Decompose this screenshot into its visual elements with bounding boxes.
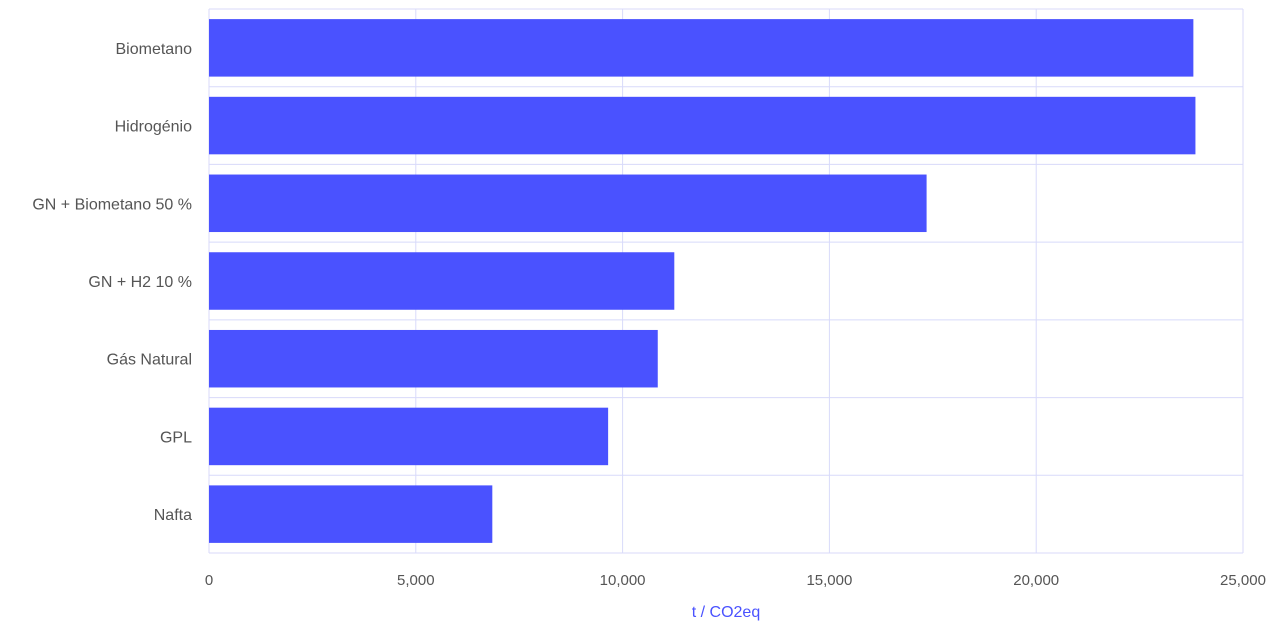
bar bbox=[209, 96, 1196, 155]
bar bbox=[209, 407, 609, 466]
category-label: GPL bbox=[160, 429, 192, 446]
x-axis-title: t / CO2eq bbox=[692, 604, 760, 621]
bar bbox=[209, 174, 927, 233]
bar bbox=[209, 485, 493, 543]
x-tick-label: 10,000 bbox=[600, 572, 646, 589]
x-tick-label: 15,000 bbox=[806, 572, 852, 589]
category-label: GN + H2 10 % bbox=[88, 274, 192, 291]
x-tick-label: 5,000 bbox=[397, 572, 435, 589]
bar-layer bbox=[209, 19, 1196, 543]
x-tick-labels: 0 5,000 10,000 15,000 20,000 25,000 bbox=[205, 572, 1266, 589]
category-label: Hidrogénio bbox=[115, 119, 192, 136]
x-tick-label: 25,000 bbox=[1220, 572, 1266, 589]
category-labels: Biometano Hidrogénio GN + Biometano 50 % GN… bbox=[32, 41, 192, 524]
bar bbox=[209, 19, 1194, 77]
category-label: Nafta bbox=[154, 507, 192, 524]
grid-layer bbox=[208, 8, 1244, 554]
category-label: Gás Natural bbox=[107, 352, 192, 369]
x-tick-label: 0 bbox=[205, 572, 213, 589]
bar bbox=[209, 329, 658, 388]
bar bbox=[209, 252, 675, 310]
x-tick-label: 20,000 bbox=[1013, 572, 1059, 589]
category-label: GN + Biometano 50 % bbox=[32, 196, 192, 213]
category-label: Biometano bbox=[116, 41, 193, 58]
